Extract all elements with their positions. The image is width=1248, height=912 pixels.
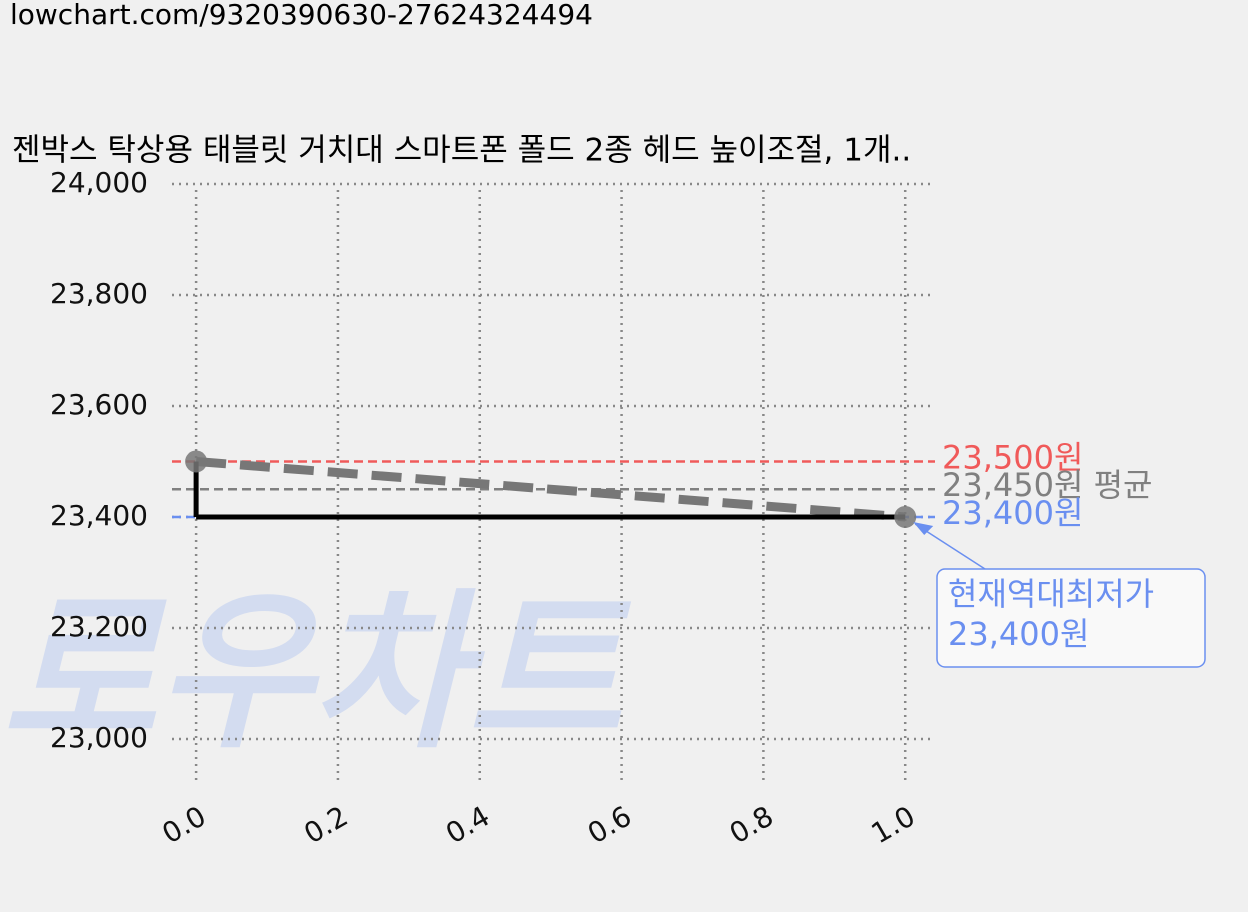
y-tick-label: 23,800: [50, 277, 148, 310]
point: [894, 505, 917, 528]
arrow-head: [913, 521, 934, 535]
annotation-text: 23,400원: [948, 615, 1089, 653]
reference-label: 23,450원 평균: [942, 466, 1152, 504]
trend-line: [195, 456, 906, 522]
point: [185, 450, 208, 473]
y-tick-label: 23,000: [50, 721, 148, 754]
annotation-box: [936, 568, 1206, 668]
reference-label: 23,500원: [942, 438, 1083, 476]
y-tick-label: 24,000: [50, 166, 148, 199]
y-tick-label: 23,200: [50, 610, 148, 643]
annotation-text: 현재역대최저가: [948, 575, 1154, 613]
y-tick-label: 23,600: [50, 388, 148, 421]
reference-label: 23,400원: [942, 494, 1083, 532]
url: lowchart.com/9320390630-27624324494: [10, 0, 593, 31]
watermark: 로우차트: [2, 574, 632, 772]
y-tick-label: 23,400: [50, 499, 148, 532]
chart-title: 젠박스 탁상용 태블릿 거치대 스마트폰 폴드 2종 헤드 높이조절, 1개..: [12, 133, 911, 169]
